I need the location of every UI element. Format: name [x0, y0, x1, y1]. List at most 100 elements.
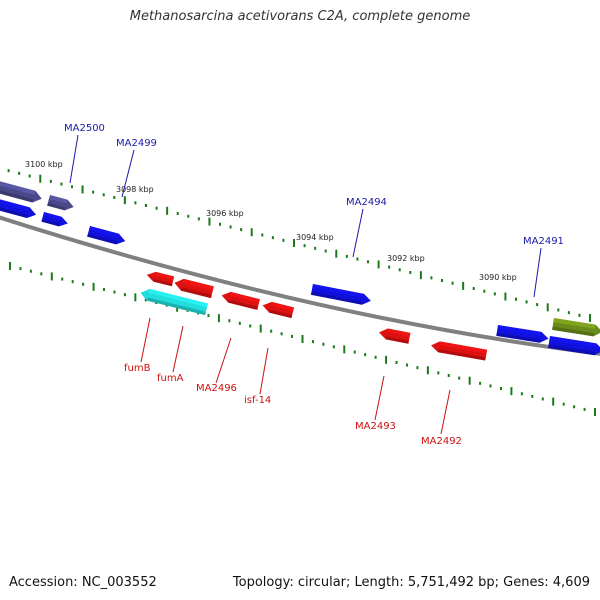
gene-shadow [310, 291, 363, 305]
inner-tick [50, 272, 53, 281]
outer-tick [377, 260, 380, 269]
gene-shadow [0, 188, 34, 203]
gene-arrow-reverse [221, 291, 260, 310]
gene-shadow [228, 299, 258, 310]
outer-tick [536, 303, 539, 307]
leader-line [172, 325, 184, 373]
gene-shadow [87, 233, 117, 245]
accession-text: Accession: NC_003552 [9, 575, 157, 590]
gene-highlight [439, 341, 488, 354]
outer-tick [229, 225, 232, 229]
outer-tick [197, 217, 200, 221]
scale-label: 3096 kbp [206, 209, 244, 218]
gene-shadow [146, 297, 206, 316]
inner-tick [364, 353, 367, 357]
gene-highlight [387, 328, 411, 337]
gene-shadow [437, 349, 486, 361]
inner-tick [479, 381, 482, 385]
outer-tick [557, 308, 560, 312]
inner-tick [385, 355, 388, 364]
outer-tick [451, 281, 454, 285]
outer-tick [578, 313, 581, 317]
inner-tick [594, 408, 596, 416]
inner-tick [437, 371, 440, 375]
outer-tick [240, 228, 243, 232]
gene-arrow-forward [87, 226, 126, 245]
gene-arrow-reverse [431, 341, 488, 361]
outer-tick [71, 185, 73, 189]
gene-arrow-reverse [378, 328, 411, 344]
inner-tick [92, 282, 95, 291]
gene-highlight [148, 288, 208, 308]
gene-arrow-forward [548, 336, 600, 356]
inner-tick [583, 407, 586, 411]
inner-tick [520, 392, 523, 396]
inner-tick [29, 269, 32, 273]
outer-tick [187, 214, 190, 218]
outer-tick [335, 249, 338, 258]
outer-tick [293, 239, 295, 247]
outer-tick [409, 270, 412, 274]
inner-tick [405, 363, 408, 367]
inner-tick [103, 287, 106, 291]
gene-shadow [548, 344, 596, 356]
outer-tick [441, 279, 443, 282]
inner-tick [249, 324, 252, 328]
outer-tick [356, 257, 359, 261]
gene-shadow [41, 218, 60, 227]
gene-label-reverse: fumB [124, 363, 151, 374]
outer-tick [546, 303, 549, 312]
leader-line [533, 247, 542, 298]
outer-tick [388, 265, 391, 269]
gene-arrow-reverse [140, 288, 208, 316]
outer-tick [567, 311, 570, 315]
inner-tick [134, 293, 137, 302]
gene-label-reverse: isf-14 [244, 395, 271, 406]
scale-label: 3100 kbp [25, 160, 63, 169]
inner-tick [552, 397, 555, 406]
outer-tick [123, 196, 126, 205]
backbone-layer [0, 215, 600, 356]
gene-highlight [549, 336, 597, 348]
gene-label-reverse: fumA [157, 373, 184, 384]
inner-tick [71, 280, 74, 284]
gene-highlight [154, 271, 175, 280]
outer-tick [419, 271, 422, 280]
gene-shadow [0, 205, 28, 218]
gene-highlight [49, 195, 68, 204]
outer-tick [81, 185, 84, 194]
gene-arrow-reverse [262, 301, 295, 319]
leader-line [440, 389, 451, 435]
gene-highlight [553, 318, 596, 329]
inner-tick [217, 314, 220, 323]
gene-highlight [0, 180, 36, 195]
inner-tick [228, 319, 231, 323]
inner-tick [322, 342, 325, 346]
outer-tick [145, 204, 147, 207]
inner-tick [123, 293, 126, 297]
outer-tick [250, 228, 253, 237]
gene-highlight [270, 301, 295, 312]
leader-line [352, 208, 364, 258]
outer-tick [504, 292, 507, 301]
outer-tick [483, 289, 486, 293]
inner-tick [447, 374, 450, 377]
inner-tick [426, 366, 429, 375]
outer-tick [589, 314, 591, 322]
inner-tick [9, 262, 11, 270]
outer-tick [92, 190, 95, 194]
outer-tick [430, 276, 433, 280]
gene-shadow [385, 336, 409, 344]
inner-tick [353, 350, 356, 354]
gene-label-forward: MA2499 [116, 138, 157, 149]
leader-line [69, 134, 79, 184]
genome-summary-text: Topology: circular; Length: 5,751,492 bp… [232, 575, 590, 590]
inner-tick [301, 335, 304, 343]
label-layer: 3100 kbp 3098 kbp 3096 kbp 3094 kbp 3092 kbp… [25, 123, 564, 447]
inner-tick [82, 282, 85, 286]
gene-arrow-forward [0, 198, 37, 218]
gene-shadow [47, 202, 66, 211]
gene-arrow-reverse [174, 278, 214, 299]
gene-highlight [43, 212, 62, 221]
gene-shadow [153, 278, 173, 287]
